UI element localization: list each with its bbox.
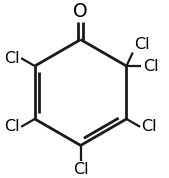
Text: Cl: Cl	[4, 119, 20, 134]
Text: Cl: Cl	[134, 37, 150, 52]
Text: Cl: Cl	[143, 59, 158, 74]
Text: Cl: Cl	[73, 163, 88, 177]
Text: O: O	[73, 2, 88, 21]
Text: Cl: Cl	[4, 51, 20, 66]
Text: Cl: Cl	[141, 119, 157, 134]
